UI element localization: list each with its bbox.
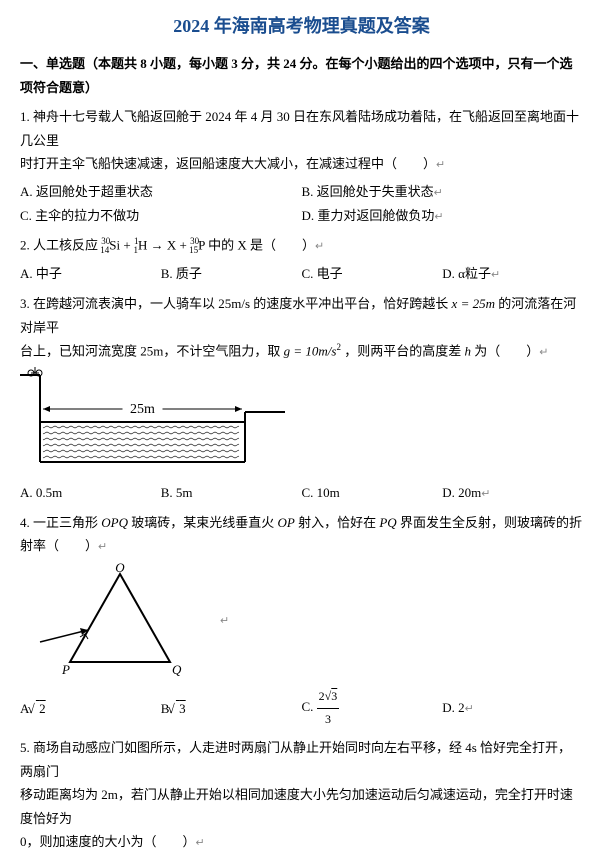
q2-stem: 2. 人工核反应 3014Si + 11H → X + 3015P 中的 X 是… <box>20 233 583 258</box>
q2-option-b: B. 质子 <box>161 262 302 286</box>
q1-option-c: C. 主伞的拉力不做功 <box>20 204 302 228</box>
q4-stem: 4. 一正三角形 OPQ 玻璃砖，某束光线垂直火 OP 射入，恰好在 PQ 界面… <box>20 511 583 558</box>
svg-text:P: P <box>61 662 70 677</box>
q3-option-b: B. 5m <box>161 481 302 505</box>
q4-option-c: C. 2√33 <box>302 686 443 730</box>
q1-option-d: D. 重力对返回舱做负功↵ <box>302 204 584 228</box>
q4-option-b: B. 3√ <box>161 697 302 720</box>
q1-stem-line1: 1. 神舟十七号载人飞船返回舱于 2024 年 4 月 30 日在东风着陆场成功… <box>20 105 583 152</box>
question-4: 4. 一正三角形 OPQ 玻璃砖，某束光线垂直火 OP 射入，恰好在 PQ 界面… <box>20 511 583 730</box>
q5-stem-line1: 5. 商场自动感应门如图所示，人走进时两扇门从静止开始同时向左右平移，经 4s … <box>20 736 583 783</box>
q3-option-a: A. 0.5m <box>20 481 161 505</box>
page-title: 2024 年海南高考物理真题及答案 <box>20 10 583 42</box>
q5-stem-line2: 移动距离均为 2m，若门从静止开始以相同加速度大小先匀加速运动后匀减速运动，完全… <box>20 783 583 830</box>
q4-figure: OPQ ↵ <box>20 562 583 682</box>
q2-option-c: C. 电子 <box>302 262 443 286</box>
question-5: 5. 商场自动感应门如图所示，人走进时两扇门从静止开始同时向左右平移，经 4s … <box>20 736 583 853</box>
q1-stem-line2: 时打开主伞飞船快速减速，返回船速度大大减小，在减速过程中（ ）↵ <box>20 152 583 176</box>
triangle-prism-diagram: O P Q <box>20 562 200 682</box>
q1-option-a: A. 返回舱处于超重状态 <box>20 180 302 204</box>
q3-option-d: D. 20m↵ <box>442 481 583 505</box>
q2-option-a: A. 中子 <box>20 262 161 286</box>
q3-figure: 25m <box>20 367 583 477</box>
svg-text:Q: Q <box>172 662 182 677</box>
q2-option-d: D. α粒子↵ <box>442 262 583 286</box>
q1-option-b: B. 返回舱处于失重状态↵ <box>302 180 584 204</box>
svg-text:O: O <box>115 562 125 575</box>
q4-option-d: D. 2↵ <box>442 696 583 720</box>
question-3: 3. 在跨越河流表演中，一人骑车以 25m/s 的速度水平冲出平台，恰好跨越长 … <box>20 292 583 505</box>
q3-stem-line2: 台上，已知河流宽度 25m，不计空气阻力，取 g = 10m/s2 ，则两平台的… <box>20 339 583 363</box>
q4-option-a: A. 2√ <box>20 697 161 720</box>
question-2: 2. 人工核反应 3014Si + 11H → X + 3015P 中的 X 是… <box>20 233 583 286</box>
river-jump-diagram: 25m <box>20 367 320 477</box>
q5-stem-line3: 0，则加速度的大小为（ ）↵ <box>20 830 583 854</box>
svg-text:25m: 25m <box>130 402 155 417</box>
section-heading: 一、单选题（本题共 8 小题，每小题 3 分，共 24 分。在每个小题给出的四个… <box>20 52 583 99</box>
question-1: 1. 神舟十七号载人飞船返回舱于 2024 年 4 月 30 日在东风着陆场成功… <box>20 105 583 227</box>
q3-stem-line1: 3. 在跨越河流表演中，一人骑车以 25m/s 的速度水平冲出平台，恰好跨越长 … <box>20 292 583 339</box>
q3-option-c: C. 10m <box>302 481 443 505</box>
